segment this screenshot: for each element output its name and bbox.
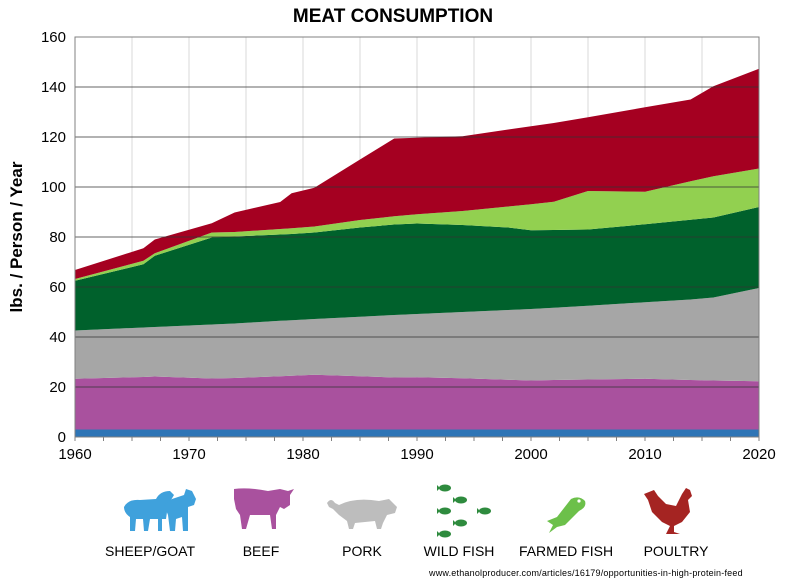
y-tick-label: 20 [49, 379, 66, 396]
cow-icon [234, 488, 294, 529]
sheep-goat-icon [124, 489, 196, 531]
x-tick-label: 2000 [514, 446, 547, 463]
x-tick-label: 1990 [400, 446, 433, 463]
y-tick-label: 160 [41, 29, 66, 46]
pig-icon [327, 499, 397, 529]
y-tick-label: 80 [49, 229, 66, 246]
y-axis-label: lbs. / Person / Year [7, 161, 26, 312]
horizontal-grid [75, 86, 759, 388]
legend-label-beef: BEEF [242, 543, 280, 559]
source-url: www.ethanolproducer.com/articles/16179/o… [429, 568, 743, 578]
x-tick-label: 2020 [742, 446, 775, 463]
area-poultry [75, 68, 759, 279]
fish-icon [547, 497, 586, 533]
y-axis-ticks: 0 20 40 60 80 100 120 140 160 [41, 29, 66, 446]
x-tick-label: 1960 [58, 446, 91, 463]
legend-label-poultry: POULTRY [643, 543, 709, 559]
x-tick-label: 2010 [628, 446, 661, 463]
y-tick-label: 140 [41, 79, 66, 96]
x-tick-label: 1980 [286, 446, 319, 463]
legend-label-farmed-fish: FARMED FISH [518, 543, 614, 559]
area-wild-fish [75, 207, 759, 331]
y-tick-label: 100 [41, 179, 66, 196]
y-tick-label: 40 [49, 329, 66, 346]
legend-label-pork: PORK [342, 543, 382, 559]
area-beef [75, 374, 759, 430]
area-farmed-fish [75, 168, 759, 281]
y-tick-label: 120 [41, 129, 66, 146]
x-tick-label: 1970 [172, 446, 205, 463]
legend-label-wild-fish: WILD FISH [423, 543, 495, 559]
area-sheep-goat [75, 429, 759, 437]
area-pork [75, 288, 759, 382]
legend-label-sheep-goat: SHEEP/GOAT [105, 543, 195, 559]
fish-school-icon [437, 484, 491, 538]
x-axis-ticks: 1960 1970 1980 1990 2000 2010 2020 [58, 437, 776, 463]
y-tick-label: 60 [49, 279, 66, 296]
chart-title: MEAT CONSUMPTION [293, 6, 493, 27]
y-tick-label: 0 [58, 429, 66, 446]
stacked-areas [75, 68, 759, 437]
chicken-icon [644, 488, 692, 534]
